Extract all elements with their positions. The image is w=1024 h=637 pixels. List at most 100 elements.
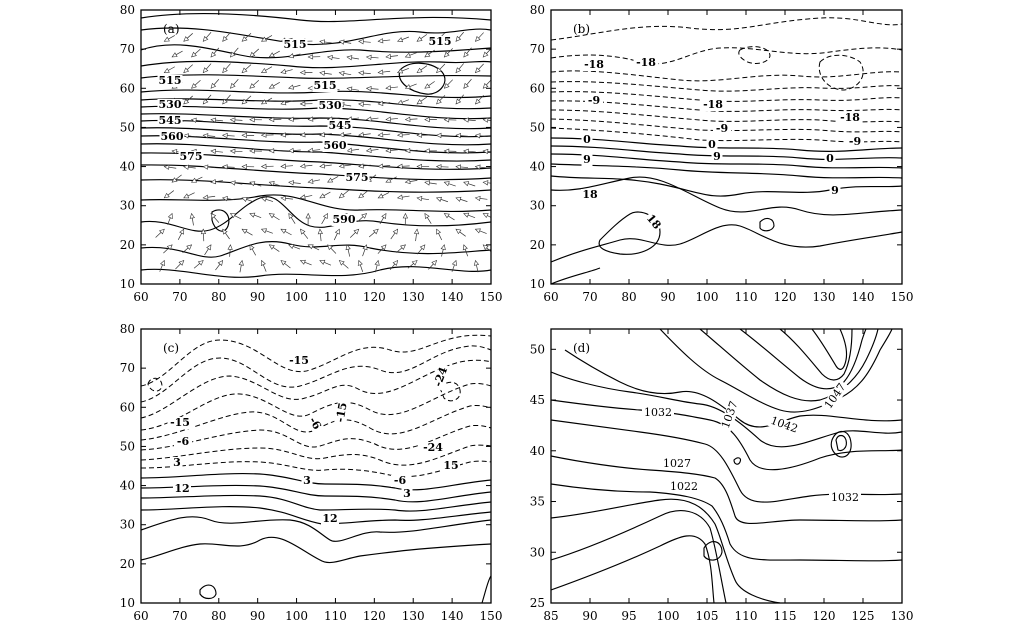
contour-line xyxy=(141,382,491,431)
y-tick-label: 20 xyxy=(120,238,135,252)
wind-vector-head xyxy=(416,99,423,105)
wind-vector-head xyxy=(163,164,170,170)
x-tick-label: 80 xyxy=(211,290,226,304)
y-tick-label: 30 xyxy=(120,518,135,532)
wind-vector-head xyxy=(280,132,286,138)
contour-line xyxy=(141,424,491,451)
wind-vector-head xyxy=(404,52,411,58)
wind-vector-head xyxy=(280,260,287,266)
contour-line xyxy=(551,17,902,41)
wind-vector-head xyxy=(221,164,228,170)
x-tick-label: 130 xyxy=(813,290,836,304)
contour-line xyxy=(835,434,847,452)
contour-label: -15 xyxy=(333,399,351,426)
wind-vector-head xyxy=(455,196,462,202)
y-tick-label: 50 xyxy=(530,342,545,356)
contour-line xyxy=(598,211,661,255)
wind-vector-head xyxy=(288,84,295,90)
wind-vector-head xyxy=(455,164,462,170)
wind-vector-head xyxy=(334,228,340,235)
contour-label-text: 560 xyxy=(324,139,347,152)
wind-vector-head xyxy=(357,259,363,266)
contour-line xyxy=(141,27,491,46)
wind-vector-head xyxy=(443,181,450,187)
wind-vector-head xyxy=(280,195,287,202)
panel-d: 85 90 95 100 105 110 115 120 125 130 25 30 35 40 45 50 (… xyxy=(530,328,913,623)
contour-line xyxy=(551,127,902,143)
contour-label: 1027 xyxy=(661,457,693,470)
contour-line xyxy=(141,12,491,23)
x-tick-label: 120 xyxy=(813,609,836,623)
wind-vector-head xyxy=(229,117,236,123)
contour-line xyxy=(141,127,491,146)
wind-vector-head xyxy=(202,67,209,74)
wind-vector-head xyxy=(474,67,481,74)
wind-vector-head xyxy=(361,213,368,219)
contour-label-text: 575 xyxy=(346,171,369,184)
y-tick-label: 60 xyxy=(120,400,135,414)
wind-vector-head xyxy=(358,163,364,169)
wind-vector-head xyxy=(404,178,411,185)
contour-label-text: 12 xyxy=(322,512,337,525)
contour-label-text: 15 xyxy=(443,459,458,472)
wind-vector-head xyxy=(463,148,469,154)
contour-label: 0 xyxy=(581,133,593,146)
wind-vector-head xyxy=(358,132,364,138)
wind-vector-head xyxy=(463,117,469,123)
wind-vector-head xyxy=(416,195,423,202)
wind-vector-head xyxy=(365,86,372,92)
wind-vector-head xyxy=(404,84,411,90)
contour-line xyxy=(738,46,771,64)
contour-label: 9 xyxy=(829,184,841,197)
wind-vector-head xyxy=(482,82,489,89)
wind-vector-head xyxy=(268,244,275,250)
contour-label-text: -6 xyxy=(177,435,190,448)
wind-vector-head xyxy=(482,117,489,123)
wind-vector-head xyxy=(268,52,275,58)
wind-vector-head xyxy=(436,228,442,235)
contour-line xyxy=(779,329,853,381)
contour-label: 515 xyxy=(282,38,308,51)
wind-vector-head xyxy=(299,69,306,76)
contour-line xyxy=(551,399,902,471)
wind-vector-head xyxy=(299,132,306,138)
wind-vector-head xyxy=(299,194,306,200)
contour-label: -6 xyxy=(391,474,409,487)
contour-label: -15 xyxy=(286,354,312,367)
wind-vector-head xyxy=(299,259,306,265)
wind-vector-head xyxy=(241,67,248,74)
wind-vector-head xyxy=(317,228,324,235)
wind-vector-head xyxy=(424,212,430,220)
wind-vector-head xyxy=(392,259,399,266)
contour-line xyxy=(703,541,723,561)
contour-label-text: 1032 xyxy=(644,406,672,419)
x-tick-label: 70 xyxy=(582,290,597,304)
wind-vector-head xyxy=(416,36,423,42)
wind-vector-head xyxy=(455,35,462,42)
contour-line xyxy=(141,143,491,162)
wind-vector-head xyxy=(229,213,236,219)
y-tick-label: 30 xyxy=(530,199,545,213)
contour-label-text: 545 xyxy=(159,114,182,127)
plot-frame xyxy=(550,328,903,604)
wind-vector-head xyxy=(404,116,411,122)
wind-vector-head xyxy=(358,70,364,76)
contour-label: 515 xyxy=(427,35,453,48)
wind-vector-head xyxy=(210,178,217,185)
panel-label: (d) xyxy=(573,341,590,355)
contour-label: 515 xyxy=(157,74,183,87)
contour-label: 545 xyxy=(157,114,183,127)
contour-line xyxy=(551,175,902,197)
wind-vector-head xyxy=(210,213,217,219)
wind-vector-head xyxy=(463,181,470,187)
wind-vector-head xyxy=(372,228,379,235)
contour-line xyxy=(141,60,491,69)
wind-vector-head xyxy=(424,180,431,186)
contour-label-text: 3 xyxy=(303,474,311,487)
y-tick-label: 45 xyxy=(530,393,545,407)
wind-vector-head xyxy=(416,163,422,170)
contour-label-text: -9 xyxy=(716,122,728,135)
contour-line xyxy=(141,266,491,278)
y-tick-label: 80 xyxy=(120,322,135,336)
wind-vector-head xyxy=(268,213,275,219)
